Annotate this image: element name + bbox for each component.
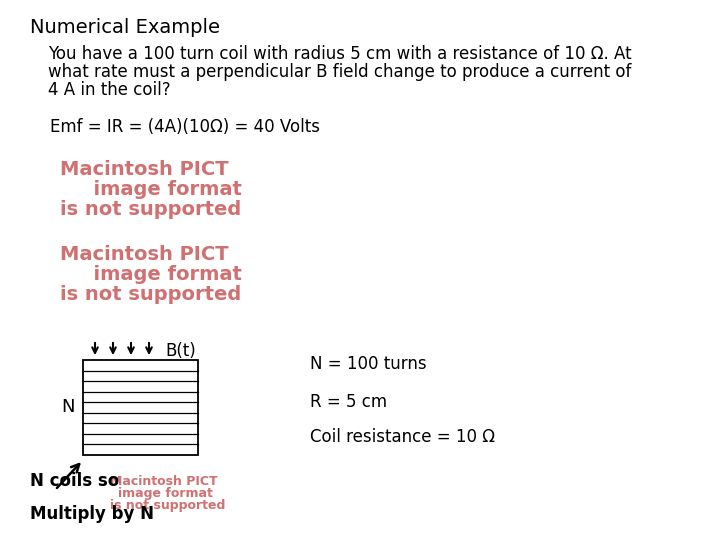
Text: what rate must a perpendicular B field change to produce a current of: what rate must a perpendicular B field c… (48, 63, 631, 81)
Text: You have a 100 turn coil with radius 5 cm with a resistance of 10 Ω. At: You have a 100 turn coil with radius 5 c… (48, 45, 631, 63)
Text: Emf = IR = (4A)(10Ω) = 40 Volts: Emf = IR = (4A)(10Ω) = 40 Volts (50, 118, 320, 136)
Text: Multiply by N: Multiply by N (30, 505, 154, 523)
Text: Coil resistance = 10 Ω: Coil resistance = 10 Ω (310, 428, 495, 446)
Text: N coils so: N coils so (30, 472, 120, 490)
Text: is not supported: is not supported (110, 499, 225, 512)
Text: Macintosh PICT: Macintosh PICT (60, 245, 229, 264)
Text: image format: image format (80, 180, 242, 199)
Text: Macintosh PICT: Macintosh PICT (60, 160, 229, 179)
Text: is not supported: is not supported (60, 200, 241, 219)
Text: N = 100 turns: N = 100 turns (310, 355, 427, 373)
Text: image format: image format (80, 265, 242, 284)
Text: image format: image format (118, 487, 213, 500)
Text: N: N (61, 398, 75, 416)
Text: B(t): B(t) (165, 342, 196, 360)
Text: Macintosh PICT: Macintosh PICT (110, 475, 217, 488)
Text: is not supported: is not supported (60, 285, 241, 304)
Text: R = 5 cm: R = 5 cm (310, 393, 387, 411)
Bar (83, 360, 198, 455)
Text: Numerical Example: Numerical Example (30, 18, 220, 37)
Text: 4 A in the coil?: 4 A in the coil? (48, 81, 171, 99)
